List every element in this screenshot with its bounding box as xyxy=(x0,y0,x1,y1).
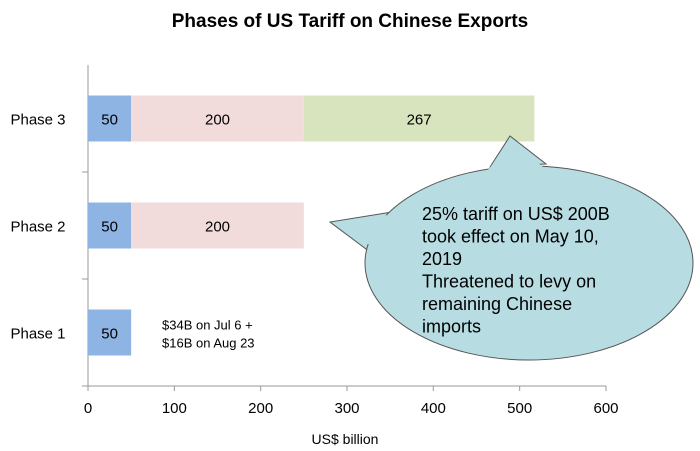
data-label: 50 xyxy=(101,219,118,236)
data-label: 200 xyxy=(205,219,230,236)
x-tick-label: 0 xyxy=(84,400,92,417)
callout-text-line: 2019 xyxy=(422,249,462,269)
chart-title: Phases of US Tariff on Chinese Exports xyxy=(172,11,529,32)
callout-text-line: remaining Chinese xyxy=(422,294,572,314)
x-tick-label: 400 xyxy=(421,400,446,417)
callout-text-line: took effect on May 10, xyxy=(422,227,599,247)
data-label: 267 xyxy=(407,112,432,129)
data-label: 50 xyxy=(101,112,118,129)
x-tick-label: 600 xyxy=(593,400,618,417)
data-label: 50 xyxy=(101,326,118,343)
x-tick-label: 100 xyxy=(162,400,187,417)
callout-text-line: 25% tariff on US$ 200B xyxy=(422,204,610,224)
x-tick-label: 500 xyxy=(507,400,532,417)
callout-text-line: imports xyxy=(422,317,481,337)
callout-tail-fill xyxy=(336,214,396,248)
x-tick-label: 200 xyxy=(248,400,273,417)
bar-segment xyxy=(88,95,132,142)
bar-segment xyxy=(88,309,132,356)
bar-segment xyxy=(131,202,304,249)
phase1-annotation: $34B on Jul 6 + xyxy=(162,318,253,333)
y-tick-label: Phase 1 xyxy=(10,326,65,343)
bar-segment xyxy=(88,202,132,249)
bar-segment xyxy=(131,95,304,142)
callout-tail-fill xyxy=(488,140,544,170)
data-label: 200 xyxy=(205,112,230,129)
callout-text-line: Threatened to levy on xyxy=(422,272,596,292)
x-axis-label: US$ billion xyxy=(312,431,379,447)
y-tick-label: Phase 3 xyxy=(10,112,65,129)
callout-bubble xyxy=(364,165,694,361)
x-tick-label: 300 xyxy=(334,400,359,417)
bar-segment xyxy=(303,95,535,142)
y-tick-label: Phase 2 xyxy=(10,219,65,236)
phase1-annotation: $16B on Aug 23 xyxy=(162,336,255,351)
